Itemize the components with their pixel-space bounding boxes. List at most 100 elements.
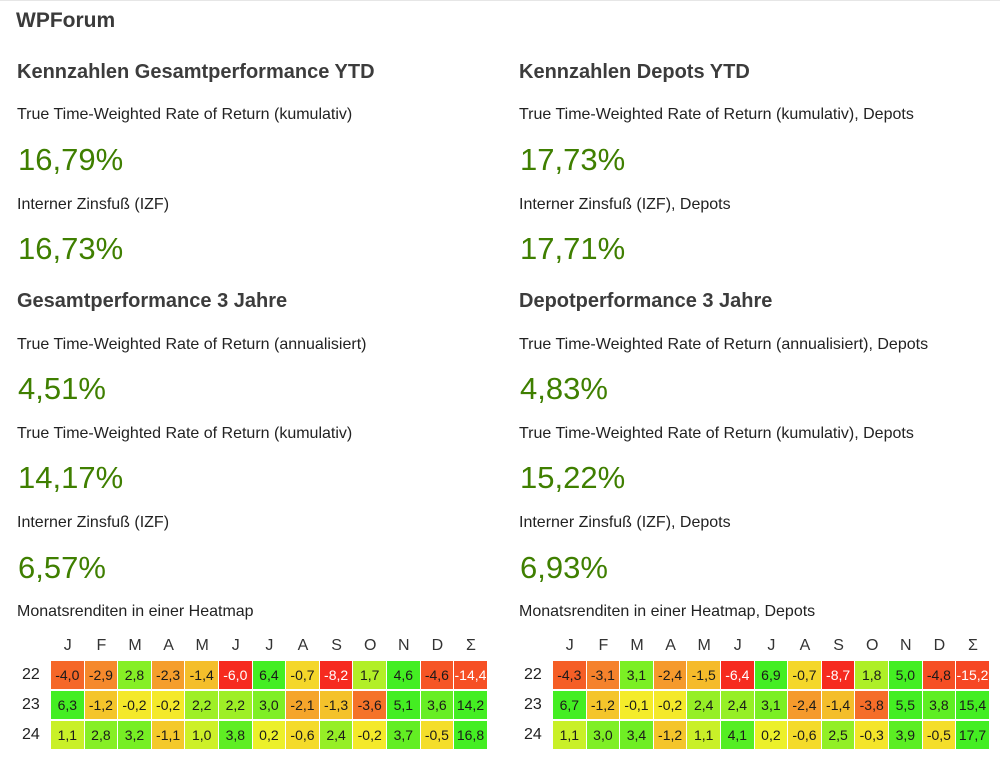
heatmap-column-header: J (565, 637, 574, 654)
heatmap-cell: 5,0 (889, 661, 922, 689)
heatmap-row-label: 22 (22, 666, 40, 683)
depot-three-year-ttwror-kum-value: 15,22% (520, 460, 626, 495)
heatmap-cell: -0,2 (653, 691, 687, 719)
three-year-izf-value: 6,57% (18, 550, 106, 585)
heatmap-cell: -15,2 (956, 661, 989, 689)
heatmap-column-header: J (265, 637, 274, 654)
heatmap-cell: 1,7 (353, 661, 386, 689)
heatmap-column-header: D (431, 637, 444, 654)
heatmap-column-header: A (665, 637, 676, 654)
heatmap-cell: -3,6 (353, 691, 386, 719)
depot-ytd-izf-label: Interner Zinsfuß (IZF), Depots (519, 196, 731, 213)
heatmap-cell: -0,5 (420, 721, 454, 749)
heatmap-cell: -0,3 (855, 721, 888, 749)
ytd-izf-label: Interner Zinsfuß (IZF) (17, 196, 170, 213)
ytd-heading: Kennzahlen Gesamtperformance YTD (17, 61, 375, 83)
heatmap-cell: 3,2 (118, 721, 151, 749)
heatmap-cell: -1,1 (151, 721, 185, 749)
heatmap-column-header: Σ (968, 637, 978, 654)
heatmap-cell: 0,2 (252, 721, 286, 749)
depot-ytd-ttwror-label: True Time-Weighted Rate of Return (kumul… (519, 106, 914, 123)
heatmap-cell: 2,5 (821, 721, 855, 749)
top-border (0, 0, 1000, 1)
heatmap-cell: -3,1 (586, 661, 620, 689)
heatmap-column-header: N (900, 637, 912, 654)
heatmap-row-label: 24 (22, 726, 40, 743)
heatmap-column-header: N (398, 637, 410, 654)
heatmap-cell: -0,7 (788, 661, 821, 689)
heatmap-cell: -1,4 (185, 661, 218, 689)
heatmap-cell: 0,2 (754, 721, 788, 749)
heatmap-cell: 3,1 (754, 691, 788, 719)
heatmap-cell: -14,4 (454, 661, 487, 689)
heatmap-cell: 1,1 (687, 721, 720, 749)
heatmap-cell: -0,2 (118, 691, 151, 719)
heatmap-cell: 2,8 (84, 721, 118, 749)
heatmap-cell: 4,1 (721, 721, 754, 749)
heatmap-cell: 2,2 (219, 691, 252, 719)
three-year-ttwror-kum-value: 14,17% (18, 460, 124, 495)
heatmap-column-header: F (96, 637, 107, 654)
heatmap-cell: 3,1 (620, 661, 653, 689)
heatmap-cell: 6,3 (51, 691, 84, 719)
heatmap-cell: -1,5 (687, 661, 720, 689)
heatmap-cell: -2,4 (653, 661, 687, 689)
depot-ytd-heading: Kennzahlen Depots YTD (519, 61, 750, 83)
depot-monthly-returns-heatmap: J F M A M J J A S O N D Σ 22 -4,3 -3,1 3,1 -2,4 -1,5 -6,4 6,… (518, 633, 998, 758)
ytd-ttwror-value: 16,79% (18, 142, 124, 177)
heatmap-cell: 3,4 (620, 721, 653, 749)
heatmap-cell: -4,8 (922, 661, 956, 689)
heatmap-cell: 2,8 (118, 661, 151, 689)
heatmap-cell: 3,0 (586, 721, 620, 749)
heatmap-cell: 17,7 (956, 721, 989, 749)
heatmap-cell: -1,2 (653, 721, 687, 749)
heatmap-column-header: J (767, 637, 776, 654)
three-year-ttwror-ann-label: True Time-Weighted Rate of Return (annua… (17, 336, 367, 353)
heatmap-cell: -4,0 (51, 661, 84, 689)
heatmap-cell: 5,5 (889, 691, 922, 719)
heatmap-cell: -8,7 (821, 661, 855, 689)
depot-ytd-ttwror-value: 17,73% (520, 142, 626, 177)
heatmap-cell: 3,9 (889, 721, 922, 749)
heatmap-column-header: A (163, 637, 174, 654)
heatmap-cell: 3,6 (420, 691, 454, 719)
depot-ytd-izf-value: 17,71% (520, 231, 626, 266)
heatmap-cell: 6,4 (252, 661, 286, 689)
monthly-returns-heatmap: J F M A M J J A S O N D Σ 22 -4,0 -2,9 2,8 -2,3 -1,4 -6,0 6,… (16, 633, 496, 758)
heatmap-cell: -4,3 (553, 661, 586, 689)
heatmap-cell: 16,8 (454, 721, 487, 749)
three-year-ttwror-ann-value: 4,51% (18, 371, 106, 406)
depot-three-year-ttwror-ann-label: True Time-Weighted Rate of Return (annua… (519, 336, 929, 353)
heatmap-cell: -2,1 (286, 691, 319, 719)
heatmap-cell: -0,6 (286, 721, 319, 749)
heatmap-cell: 3,8 (922, 691, 956, 719)
heatmap-cell: -2,4 (788, 691, 821, 719)
ytd-izf-value: 16,73% (18, 231, 124, 266)
heatmap-cell: 3,7 (387, 721, 420, 749)
three-year-heading: Gesamtperformance 3 Jahre (17, 290, 288, 312)
heatmap-cell: 3,8 (219, 721, 252, 749)
heatmap-cell: -2,9 (84, 661, 118, 689)
heatmap-cell: -0,7 (286, 661, 319, 689)
heatmap-cell: -1,2 (84, 691, 118, 719)
heatmap-cell: -0,2 (353, 721, 386, 749)
heatmap-cell: 1,1 (51, 721, 84, 749)
heatmap-cell: 2,4 (687, 691, 720, 719)
heatmap-column-header: F (598, 637, 609, 654)
heatmap-cell: -8,2 (319, 661, 353, 689)
heatmap-cell: -4,6 (420, 661, 454, 689)
heatmap-column-header: M (630, 637, 644, 654)
depot-three-year-heading: Depotperformance 3 Jahre (519, 290, 773, 312)
depot-three-year-ttwror-ann-value: 4,83% (520, 371, 608, 406)
ytd-ttwror-label: True Time-Weighted Rate of Return (kumul… (17, 106, 353, 123)
heatmap-cell: -0,5 (922, 721, 956, 749)
heatmap-cell: 2,4 (721, 691, 754, 719)
heatmap-row-label: 22 (524, 666, 542, 683)
heatmap-cell: 1,1 (553, 721, 586, 749)
site-title: WPForum (16, 9, 116, 32)
heatmap-column-header: J (733, 637, 742, 654)
heatmap-cell: 6,7 (553, 691, 586, 719)
heatmap-cell: -0,2 (151, 691, 185, 719)
heatmap-row-label: 23 (524, 696, 542, 713)
heatmap-column-header: O (865, 637, 879, 654)
